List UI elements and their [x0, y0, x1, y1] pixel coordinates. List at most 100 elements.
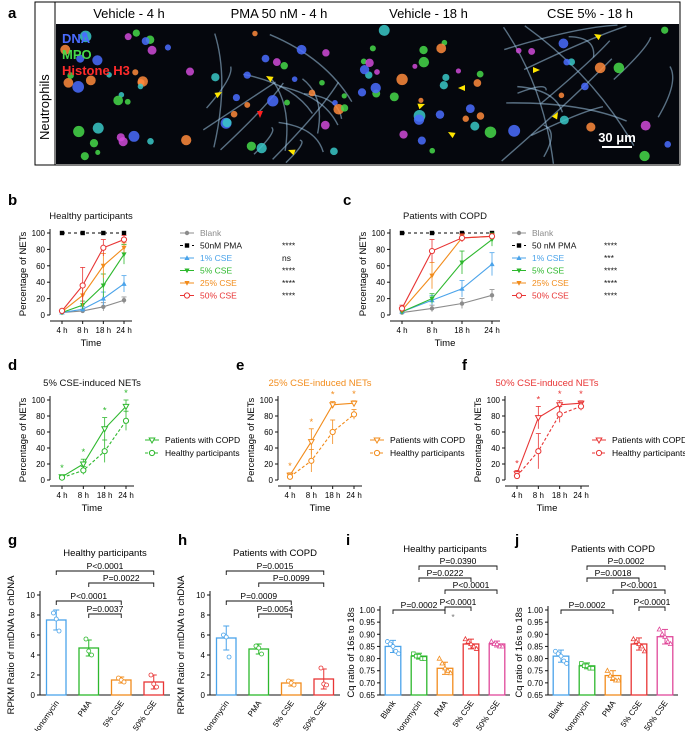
column-header-bg-1	[56, 3, 202, 24]
column-header-bg-4	[501, 3, 679, 24]
x-tick-label: 4 h	[56, 491, 67, 500]
data-point	[398, 305, 406, 312]
legend-label: Blank	[532, 228, 554, 238]
x-tick-label: 18 h	[552, 491, 568, 500]
legend-marker	[515, 292, 523, 299]
cell	[132, 69, 139, 76]
significance-mark: ns	[282, 253, 291, 263]
data-point	[513, 472, 521, 480]
y-tick-label: 100	[260, 396, 274, 405]
y-tick-label: 80	[264, 412, 273, 421]
y-tick-label: 8	[31, 611, 36, 620]
y-tick-label: 60	[264, 428, 273, 437]
data-point	[428, 247, 436, 255]
legend-entry: 50% CSE ****	[180, 291, 296, 301]
legend-label: 50nM PMA	[200, 241, 242, 251]
cell	[124, 98, 131, 105]
data-point	[100, 295, 106, 301]
annotation-arrow	[458, 85, 465, 91]
data-point	[100, 263, 106, 269]
data-point	[101, 304, 106, 309]
data-point	[307, 439, 315, 446]
legend-label: Patients with COPD	[390, 435, 465, 445]
stain-label-2: MPO	[62, 47, 92, 62]
cell	[439, 81, 448, 90]
p-value-label: P=0.0022	[103, 573, 140, 583]
legend-label: 50% CSE	[200, 291, 237, 301]
p-value-label: P<0.0001	[87, 561, 124, 571]
net-fiber	[540, 40, 611, 104]
cell	[661, 26, 669, 34]
data-point	[100, 244, 107, 251]
y-axis-label: Cq ratio of 16s to 18s	[346, 607, 357, 698]
cell	[359, 64, 370, 75]
series-line	[61, 239, 125, 312]
cell	[396, 73, 408, 86]
y-tick-label: 0.90	[527, 630, 543, 639]
x-axis-label: Time	[82, 503, 103, 514]
panel-letter-d: d	[8, 357, 17, 374]
x-tick-label: Blank	[379, 698, 398, 720]
data-point	[121, 252, 127, 258]
data-point	[390, 644, 396, 649]
y-tick-label: 0.80	[527, 655, 543, 664]
cell	[106, 72, 112, 78]
cell	[256, 142, 267, 154]
legend-entry: 50% CSE ****	[512, 291, 618, 301]
column-header-bg-3	[356, 3, 501, 24]
p-value-label: P=0.0009	[240, 591, 277, 601]
data-point	[122, 403, 130, 411]
x-tick-label: 5% CSE	[271, 699, 296, 729]
legend-marker	[516, 255, 522, 260]
series-line	[61, 406, 127, 478]
comparison-bracket	[560, 609, 614, 614]
data-point	[459, 301, 465, 306]
y-tick-label: 0	[496, 476, 501, 485]
significance-star: *	[309, 417, 313, 428]
cell	[185, 67, 195, 76]
annotation-arrow	[266, 76, 274, 83]
p-value-label: P=0.0054	[257, 604, 294, 614]
legend-marker	[373, 449, 381, 457]
data-point	[489, 293, 495, 298]
y-tick-label: 60	[491, 428, 500, 437]
stain-label-1: DNA	[62, 31, 91, 46]
cell	[164, 44, 172, 51]
chart-title: Healthy participants	[63, 548, 147, 559]
significance-star: *	[124, 388, 128, 399]
data-point	[494, 640, 500, 646]
chart-title: Patients with COPD	[233, 548, 317, 559]
cell	[72, 81, 85, 93]
legend-entry: 5% CSE ****	[512, 266, 618, 276]
net-fiber	[517, 86, 547, 94]
legend-marker	[183, 292, 191, 299]
x-tick-label: 8 h	[77, 326, 88, 335]
cell	[118, 137, 128, 147]
data-point	[411, 651, 416, 656]
cell	[418, 97, 424, 103]
comparison-bracket	[55, 570, 155, 575]
legend-marker	[595, 437, 603, 445]
y-tick-label: 0.75	[359, 667, 375, 676]
y-tick-label: 20	[376, 295, 385, 304]
data-point	[101, 426, 109, 433]
data-point	[308, 457, 315, 464]
chart-title: Patients with COPD	[403, 211, 487, 222]
series-2	[286, 409, 358, 480]
data-point	[534, 415, 542, 422]
net-fiber	[504, 24, 618, 51]
cell	[664, 141, 672, 148]
data-point	[329, 428, 336, 436]
series-2	[399, 230, 495, 236]
annotation-arrow	[551, 112, 558, 120]
y-tick-label: 0.85	[527, 642, 543, 651]
cell	[484, 126, 497, 138]
data-point	[664, 638, 671, 644]
data-point	[396, 651, 402, 657]
y-tick-label: 80	[491, 412, 500, 421]
y-tick-label: 8	[201, 611, 206, 620]
data-point	[53, 616, 59, 622]
cell	[63, 77, 74, 88]
cell	[267, 95, 279, 107]
